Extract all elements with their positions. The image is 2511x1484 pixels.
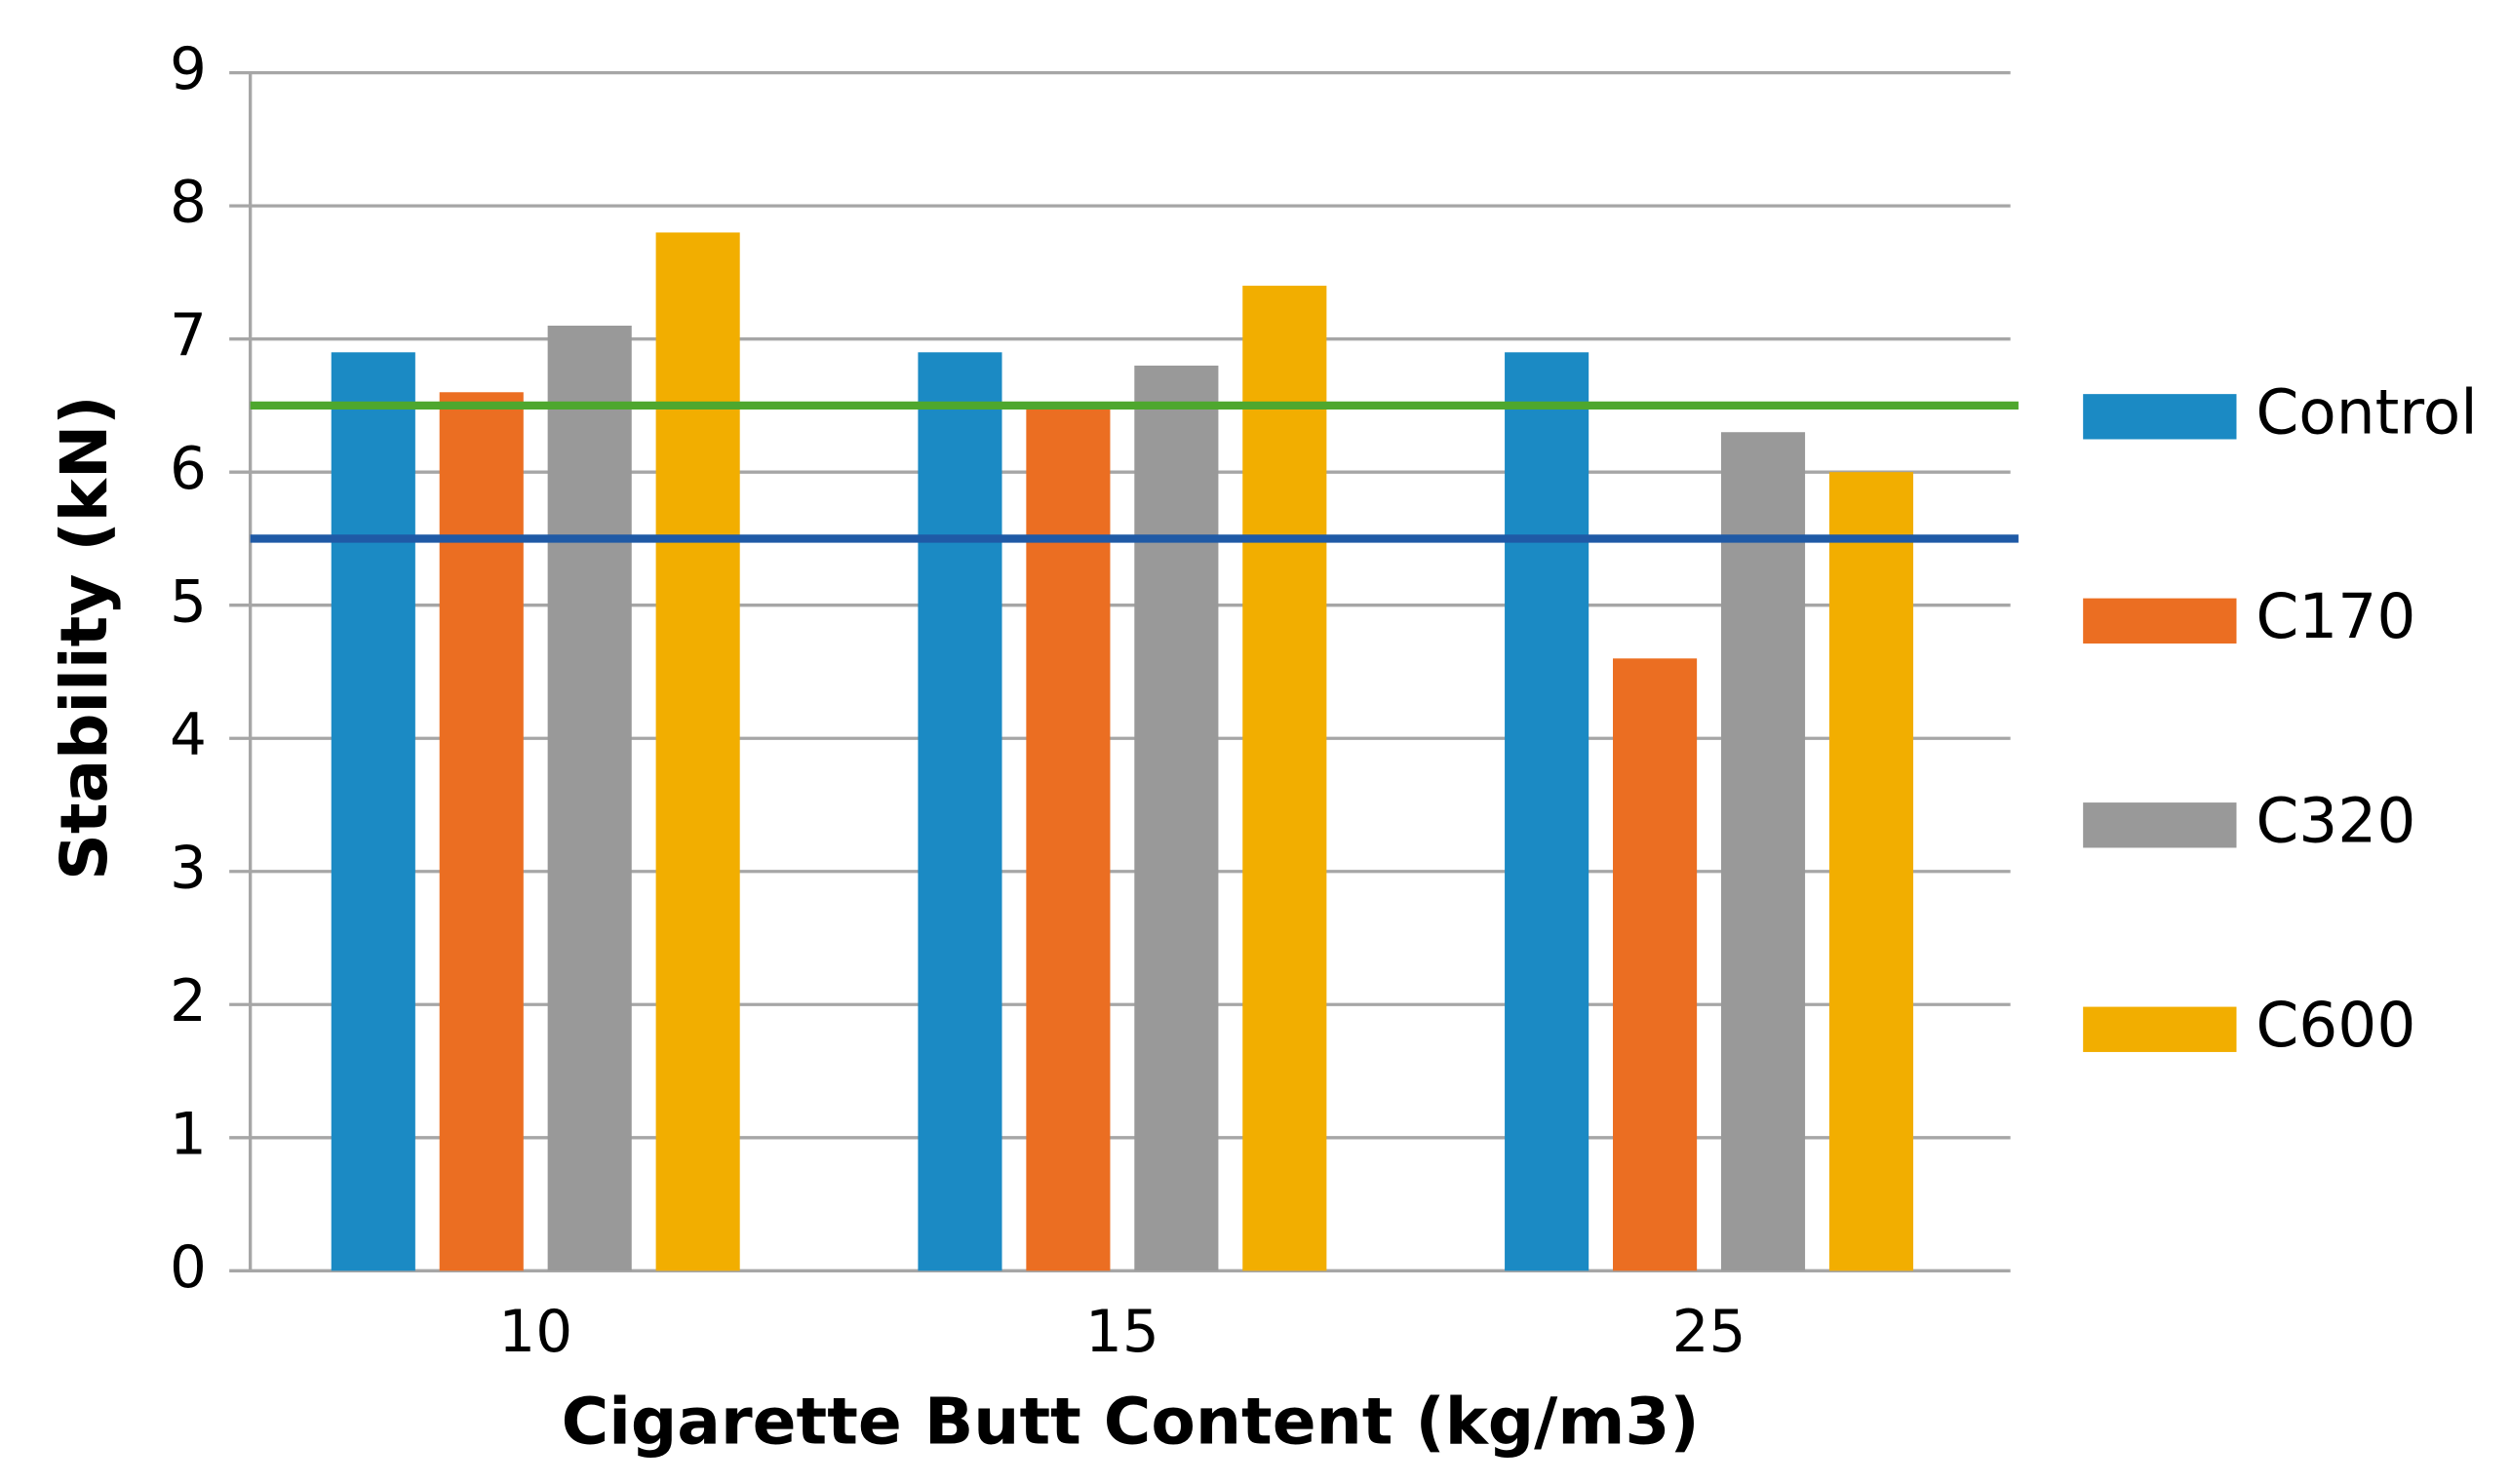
bar [439, 392, 524, 1271]
legend-label: C170 [2256, 581, 2415, 652]
bar [331, 352, 415, 1271]
bar [1242, 286, 1327, 1271]
y-tick-label: 2 [170, 968, 207, 1035]
bar [655, 232, 740, 1271]
bar [918, 352, 1002, 1271]
legend-label: Control [2256, 376, 2477, 448]
x-tick-label: 15 [1085, 1299, 1159, 1366]
y-tick-label: 0 [170, 1234, 207, 1302]
y-tick-label: 5 [170, 568, 207, 636]
y-tick-label: 7 [170, 302, 207, 370]
y-tick-label: 9 [170, 36, 207, 103]
legend-swatch [2083, 394, 2237, 440]
y-tick-label: 1 [170, 1101, 207, 1168]
bar [1720, 432, 1806, 1271]
y-tick-label: 4 [170, 702, 207, 769]
x-tick-label: 25 [1672, 1299, 1746, 1366]
y-tick-label: 3 [170, 835, 207, 902]
legend-swatch [2083, 802, 2237, 848]
bar [1134, 365, 1219, 1271]
bar [547, 326, 632, 1271]
legend-label: C320 [2256, 785, 2415, 856]
y-tick-label: 6 [170, 436, 207, 503]
bar [1026, 405, 1111, 1271]
bar [1828, 472, 1914, 1271]
x-axis-title: Cigarette Butt Content (kg/m3) [562, 1384, 1700, 1459]
bar [1613, 658, 1698, 1271]
legend-swatch [2083, 598, 2237, 644]
x-tick-label: 10 [498, 1299, 572, 1366]
y-axis-title: Stability (kN) [47, 395, 122, 879]
y-tick-label: 8 [170, 170, 207, 237]
legend-label: C600 [2256, 990, 2415, 1061]
bar [1505, 352, 1589, 1271]
legend-swatch [2083, 1006, 2237, 1052]
